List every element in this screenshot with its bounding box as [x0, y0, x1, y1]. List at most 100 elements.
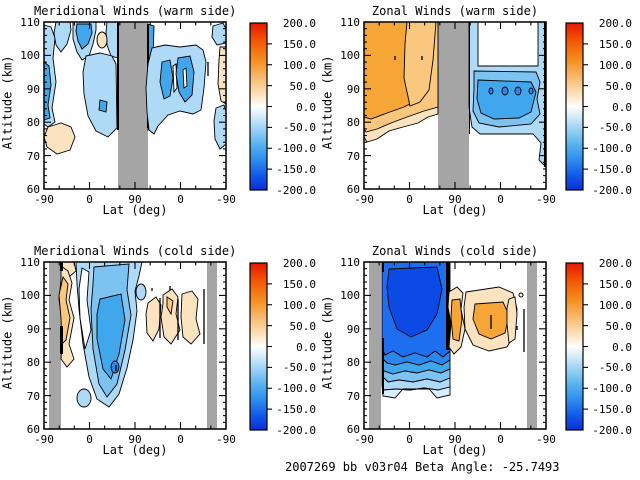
colorbar-tick-label: -50.0 [598, 361, 632, 375]
colorbar-tick-label: -100.0 [592, 382, 632, 396]
small-blob-right [135, 283, 147, 301]
top-blob-a [53, 21, 72, 53]
white-sliver-2 [182, 67, 188, 89]
x-tick-label: -90 [216, 433, 236, 446]
left-black-strip-2 [382, 338, 384, 394]
x-axis-label-4: Lat (deg) [422, 443, 488, 457]
panel-3 [363, 261, 588, 431]
colorbar-tick-label: 0.0 [612, 100, 632, 114]
x-tick-label: 0 [177, 433, 184, 446]
panel-2 [43, 261, 272, 431]
x-tick-label: 0 [497, 433, 504, 446]
band-edge-black-left [117, 22, 119, 130]
x-tick-label: -90 [34, 433, 54, 446]
x-tick-label: 90 [128, 193, 142, 206]
colorbar-tick-label: -200.0 [276, 184, 316, 197]
small-blob-below [76, 388, 92, 408]
top-blob-c [105, 21, 119, 59]
x-tick-label: -90 [354, 433, 374, 446]
colorbar-tick-label: 100.0 [598, 298, 632, 312]
y-tick-label: 60 [346, 183, 360, 196]
y-axis-label-4: Altitude (km) [320, 295, 335, 390]
data-gap-band [438, 22, 469, 189]
panel-1 [363, 21, 588, 191]
colorbar-tick-label: 150.0 [598, 277, 632, 291]
orange-inner-light [403, 21, 437, 107]
x-tick-label: 0 [406, 193, 413, 206]
footer-run-id: 2007269 bb v03r04 [285, 460, 408, 474]
data-gap-band [49, 262, 61, 429]
colorbar-tick-label: 50.0 [289, 319, 317, 333]
y-tick-label: 100 [340, 49, 360, 63]
x-tick-label: -90 [536, 433, 556, 446]
y-tick-label: 90 [26, 322, 40, 336]
colorbar-tick-label: 150.0 [598, 37, 632, 51]
y-tick-label: 90 [26, 82, 40, 96]
y-axis-label-2: Altitude (km) [320, 55, 335, 150]
colorbar-tick-label: -200.0 [276, 424, 316, 437]
data-gap-band [207, 262, 217, 429]
y-tick-label: 110 [20, 16, 40, 29]
colorbar-tick-label: 0.0 [612, 340, 632, 354]
x-tick-label: -90 [34, 193, 54, 206]
blue-dot-4 [488, 87, 494, 95]
colorbar-tick-label: -200.0 [592, 424, 632, 437]
panel-title-zonal-warm: Zonal Winds (warm side) [371, 4, 539, 18]
y-tick-label: 90 [346, 322, 360, 336]
fringe-5 [381, 384, 451, 399]
y-tick-label: 60 [26, 183, 40, 196]
x-tick-label: 90 [448, 193, 462, 206]
y-tick-label: 110 [340, 256, 360, 269]
y-tick-label: 80 [26, 116, 40, 130]
y-tick-label: 70 [346, 149, 360, 163]
colorbar-tick-label: 200.0 [598, 17, 632, 30]
colorbar-tick-label: -150.0 [276, 403, 316, 417]
y-axis-label-3: Altitude (km) [0, 295, 15, 390]
y-tick-label: 80 [26, 356, 40, 370]
core-dot [110, 360, 120, 374]
colorbar [249, 262, 268, 431]
colorbar [565, 22, 584, 191]
x-tick-label: 0 [497, 193, 504, 206]
x-tick-label: 0 [406, 433, 413, 446]
orange-lobe-left-core [450, 298, 463, 342]
top-blob-b-core [75, 23, 93, 50]
band-edge-black [469, 22, 470, 134]
x-tick-label: -90 [536, 193, 556, 206]
colorbar-tick-label: -100.0 [276, 142, 316, 156]
footer-beta-angle: Beta Angle: -25.7493 [415, 460, 560, 474]
left-black-strip-1 [382, 262, 384, 272]
y-tick-label: 100 [20, 49, 40, 63]
data-gap-band [527, 262, 537, 429]
colorbar-tick-label: -50.0 [282, 361, 316, 375]
colorbar-tick-label: -150.0 [592, 403, 632, 417]
bottom-left-cream [43, 122, 76, 155]
colorbar-tick-label: -100.0 [276, 382, 316, 396]
data-gap-band [118, 22, 148, 189]
tiny-contour-ring [518, 292, 524, 298]
y-tick-label: 90 [346, 82, 360, 96]
blue-core [476, 79, 537, 120]
center-mark [98, 99, 108, 113]
cream-right-sliver [506, 296, 518, 344]
y-tick-label: 70 [26, 149, 40, 163]
panel-title-meridional-cold: Meridional Winds (cold side) [34, 244, 237, 258]
colorbar [565, 262, 584, 431]
colorbar-tick-label: -50.0 [282, 121, 316, 135]
colorbar-tick-label: 100.0 [282, 298, 316, 312]
colorbar-tick-label: 50.0 [289, 79, 317, 93]
y-axis-label-1: Altitude (km) [0, 55, 15, 150]
data-gap-band [369, 262, 381, 429]
cream-c2-core [166, 296, 174, 316]
colorbar-tick-label: -150.0 [592, 163, 632, 177]
x-tick-label: 90 [128, 433, 142, 446]
cream-c1 [145, 296, 162, 342]
cream-c2 [160, 288, 181, 345]
x-tick-label: 0 [177, 193, 184, 206]
colorbar-tick-label: 200.0 [282, 257, 316, 270]
edge-black-2 [60, 326, 63, 354]
panel-0 [43, 21, 272, 191]
colorbar-tick-label: 200.0 [598, 257, 632, 270]
colorbar [249, 22, 268, 191]
